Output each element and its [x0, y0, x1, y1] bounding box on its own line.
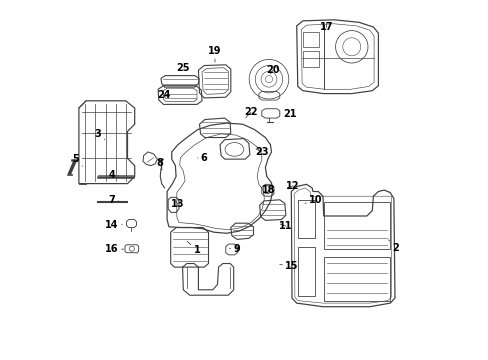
Text: 2: 2 [387, 240, 398, 253]
Text: 13: 13 [171, 199, 184, 210]
Text: 3: 3 [94, 129, 104, 140]
Text: 6: 6 [197, 153, 207, 163]
Text: 8: 8 [156, 158, 163, 168]
Text: 17: 17 [319, 22, 333, 32]
Text: 24: 24 [157, 90, 170, 100]
Text: 5: 5 [73, 154, 82, 166]
Text: 20: 20 [265, 65, 279, 75]
Text: 22: 22 [244, 107, 257, 118]
Text: 21: 21 [279, 109, 296, 119]
Text: 19: 19 [208, 46, 221, 62]
Text: 10: 10 [305, 195, 322, 205]
Text: 7: 7 [108, 195, 119, 205]
Text: 25: 25 [176, 63, 189, 76]
Text: 18: 18 [262, 185, 275, 195]
Text: 12: 12 [286, 181, 299, 191]
Text: 11: 11 [279, 221, 292, 231]
Text: 15: 15 [279, 261, 298, 271]
Text: 4: 4 [108, 170, 119, 180]
Text: 14: 14 [105, 220, 122, 230]
Text: 23: 23 [255, 147, 268, 157]
Text: 9: 9 [229, 244, 240, 254]
Text: 16: 16 [105, 244, 123, 254]
Text: 1: 1 [187, 241, 200, 255]
